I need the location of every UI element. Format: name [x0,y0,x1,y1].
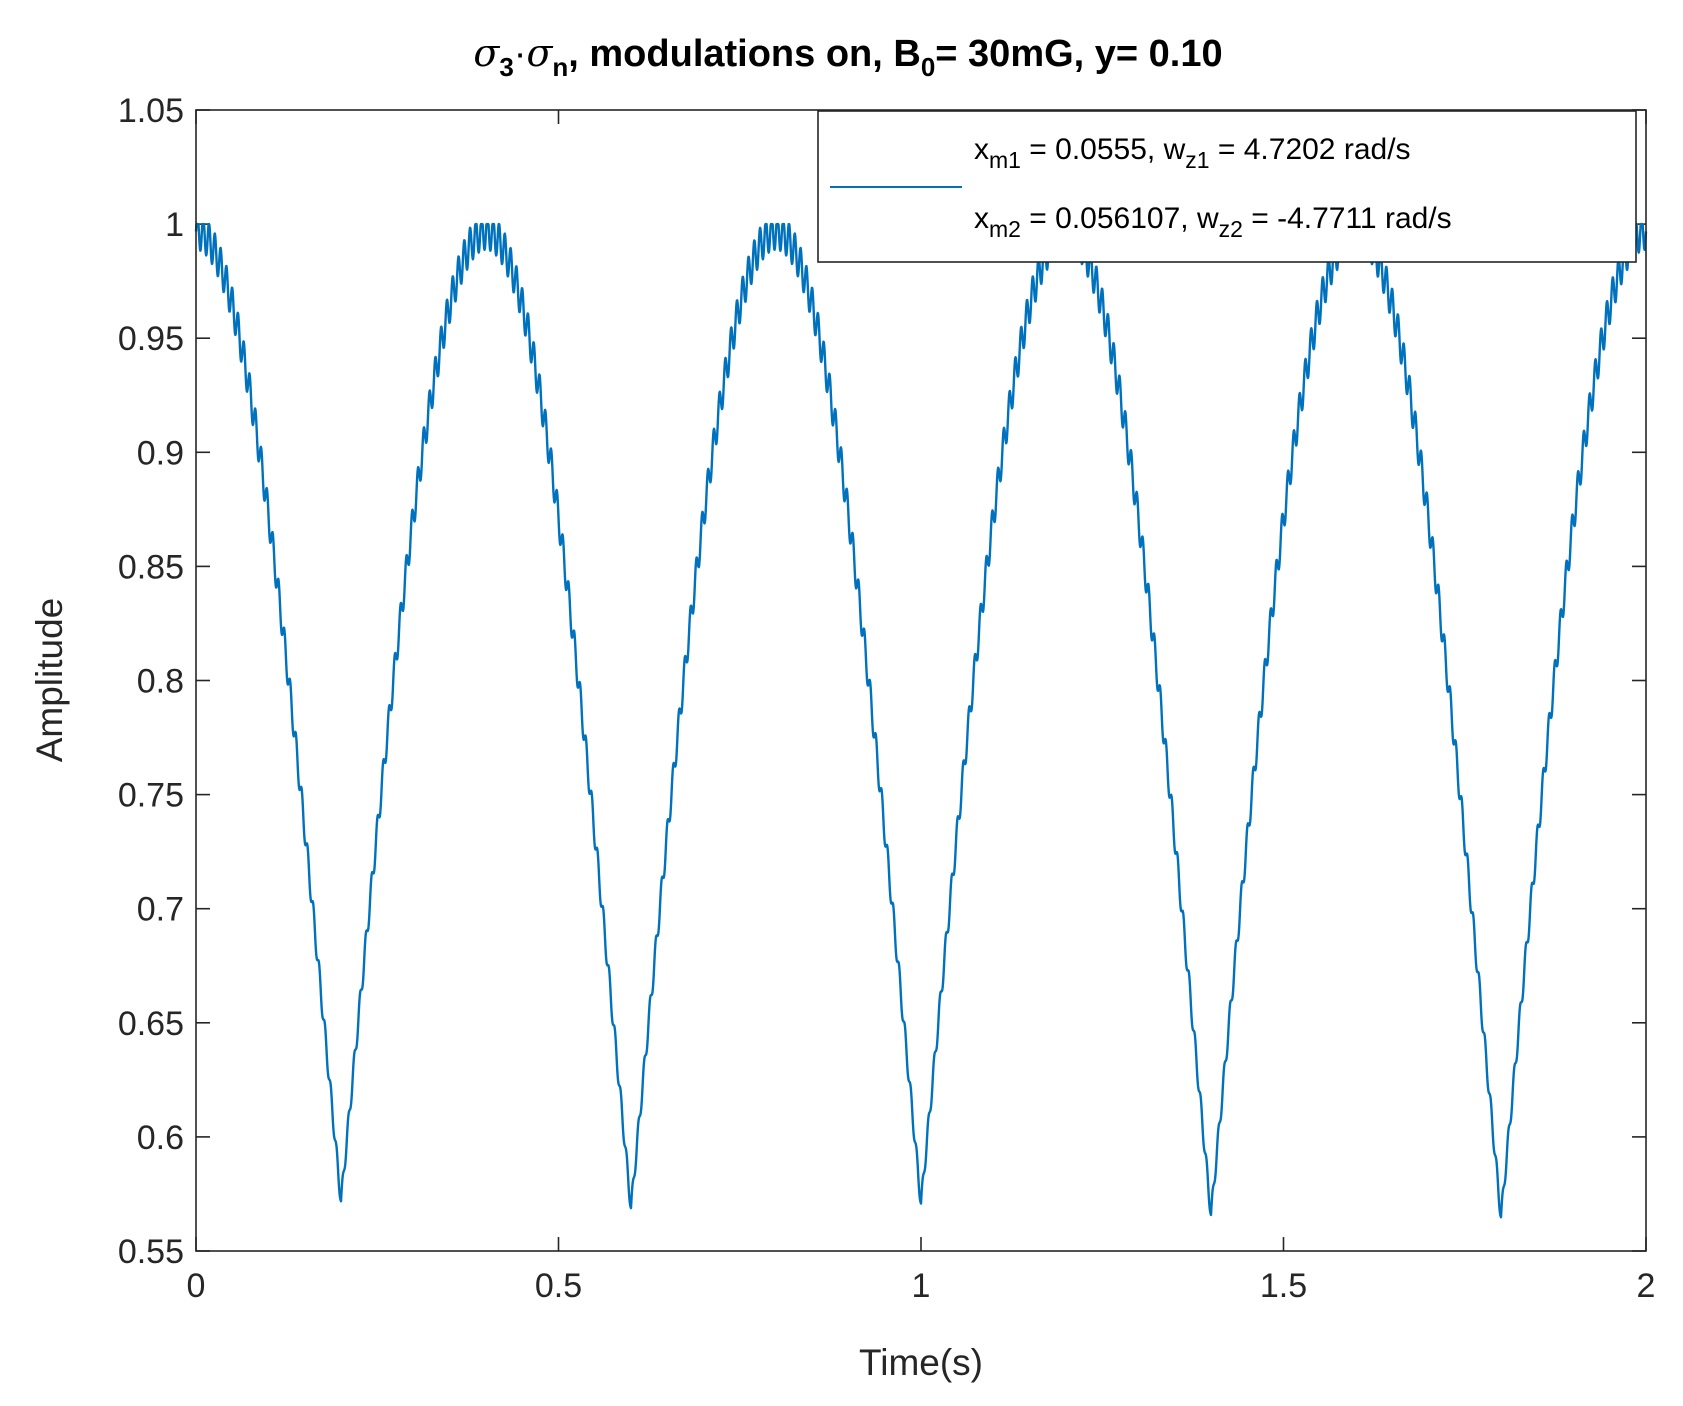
y-tick-label: 0.55 [118,1233,184,1271]
y-tick-label: 0.6 [137,1119,184,1157]
axes-box [195,109,1647,1252]
x-tick-label: 1 [912,1267,931,1305]
legend: xm1 = 0.0555, wz1 = 4.7202 rad/s xm2 = 0… [817,110,1637,263]
y-tick-label: 0.7 [137,891,184,929]
plot-area: 0 0.5 1 1.5 2 0.55 0.6 0.65 0.7 0.75 0.8 0.85 0.9 0.9… [118,92,1656,1305]
legend-entry-line-2: xm2 = 0.056107, wz2 = -4.7711 rad/s [974,202,1452,242]
axes-background [196,110,1646,1251]
chart-title: σ3·σn, modulations on, B0= 30mG, y= 0.10 [473,31,1222,82]
y-tick-label: 0.65 [118,1005,184,1043]
y-tick-label: 0.75 [118,777,184,815]
y-tick-label: 0.95 [118,320,184,358]
y-axis-label: Amplitude [29,598,70,763]
tick-labels: 0 0.5 1 1.5 2 0.55 0.6 0.65 0.7 0.75 0.8 0.85 0.9 0.9… [118,92,1656,1305]
y-tick-label: 0.9 [137,434,184,472]
y-tick-label: 1 [165,206,184,244]
series-line [194,222,1648,1219]
x-tick-label: 2 [1637,1267,1656,1305]
y-tick-label: 1.05 [118,92,184,130]
y-tick-label: 0.8 [137,663,184,701]
x-tick-label: 1.5 [1260,1267,1307,1305]
x-tick-label: 0.5 [535,1267,582,1305]
y-tick-label: 0.85 [118,548,184,586]
legend-entry-line-1: xm1 = 0.0555, wz1 = 4.7202 rad/s [974,133,1411,173]
x-tick-label: 0 [187,1267,206,1305]
x-axis-label: Time(s) [859,1342,983,1383]
series-group [194,222,1648,1219]
